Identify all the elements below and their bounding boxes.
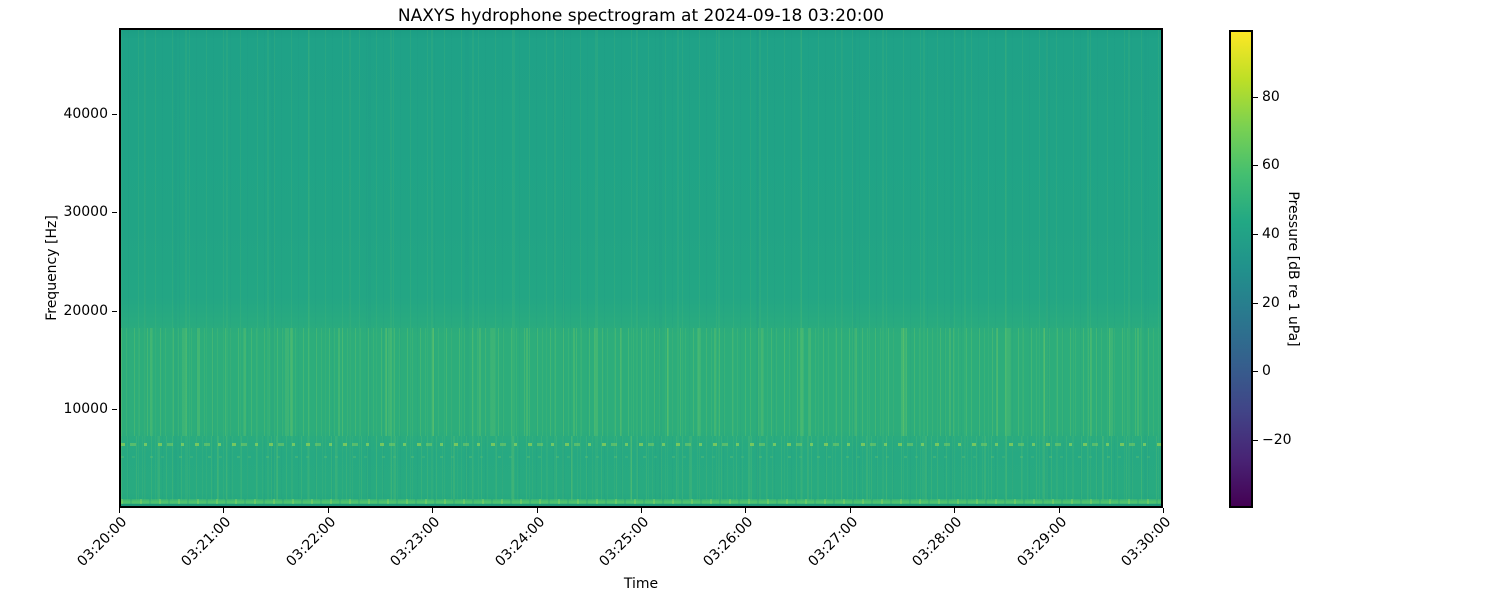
y-tick <box>112 311 117 312</box>
y-tick-label: 20000 <box>63 303 108 319</box>
colorbar-tick-label: 0 <box>1262 363 1271 379</box>
x-tick <box>328 508 329 513</box>
x-tick <box>1163 508 1164 513</box>
x-tick <box>1059 508 1060 513</box>
low-frequency-band-striations <box>121 499 1161 506</box>
x-tick <box>850 508 851 513</box>
bottom-edge-row <box>121 504 1161 506</box>
colorbar-tick-label: 20 <box>1262 295 1280 311</box>
tonal-line-secondary <box>121 456 1161 458</box>
colorbar-tick-label: 60 <box>1262 157 1280 173</box>
low-frequency-band <box>121 499 1161 506</box>
x-tick <box>119 508 120 513</box>
spectrogram-midband <box>121 328 1161 436</box>
colorbar-tick <box>1253 234 1258 235</box>
x-tick <box>432 508 433 513</box>
x-tick <box>537 508 538 513</box>
colorbar-tick <box>1253 440 1258 441</box>
spectrogram-plot <box>119 28 1163 508</box>
colorbar-tick <box>1253 371 1258 372</box>
y-tick <box>112 409 117 410</box>
y-tick <box>112 114 117 115</box>
colorbar-tick <box>1253 97 1258 98</box>
x-tick <box>745 508 746 513</box>
chart-title: NAXYS hydrophone spectrogram at 2024-09-… <box>397 6 885 26</box>
y-tick-label: 30000 <box>63 204 108 220</box>
x-tick <box>223 508 224 513</box>
spectrogram-striations <box>121 30 1161 506</box>
y-tick-label: 40000 <box>63 106 108 122</box>
colorbar-tick <box>1253 165 1258 166</box>
x-tick <box>954 508 955 513</box>
colorbar-tick-label: 80 <box>1262 89 1280 105</box>
x-axis-label: Time <box>623 576 659 592</box>
tonal-line <box>121 443 1161 446</box>
colorbar-tick-label: −20 <box>1262 432 1292 448</box>
x-tick <box>641 508 642 513</box>
colorbar-tick-label: 40 <box>1262 226 1280 242</box>
spectrogram-lowerband <box>121 436 1161 500</box>
colorbar-tick <box>1253 303 1258 304</box>
colorbar <box>1229 30 1253 508</box>
y-tick <box>112 212 117 213</box>
y-tick-label: 10000 <box>63 401 108 417</box>
